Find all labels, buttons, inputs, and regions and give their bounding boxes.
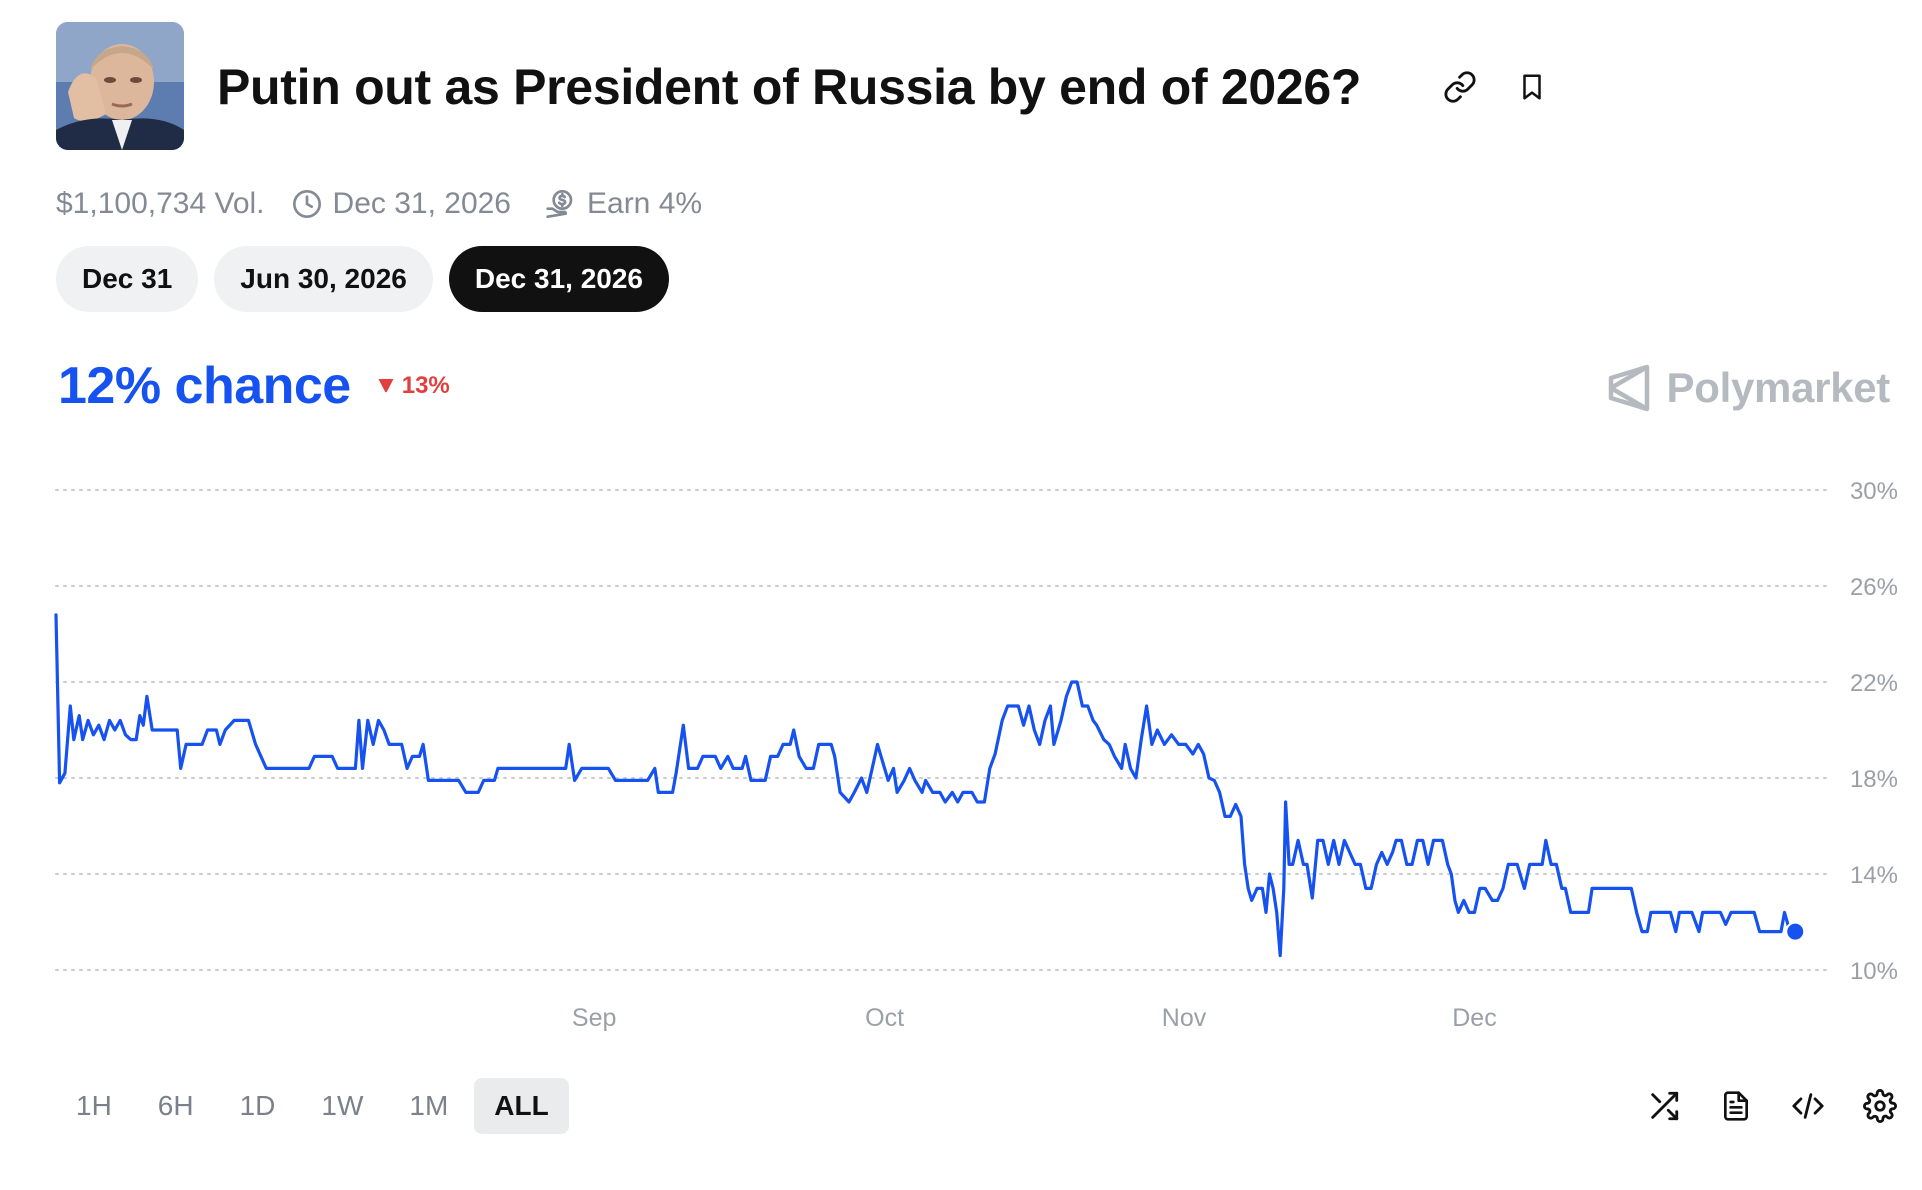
range-tab-1w[interactable]: 1W bbox=[321, 1090, 364, 1121]
rules-button[interactable] bbox=[1714, 1084, 1758, 1128]
brand-name: Polymarket bbox=[1666, 364, 1891, 411]
chance-delta: 13% bbox=[377, 372, 450, 400]
end-date: Dec 31, 2026 bbox=[291, 187, 511, 221]
y-tick-label: 30% bbox=[1850, 478, 1898, 505]
market-header: Putin out as President of Russia by end … bbox=[56, 22, 1906, 152]
earn-rewards[interactable]: Earn 4% bbox=[545, 187, 702, 221]
price-chart[interactable]: 30% 26% 22% 18% 14% 10% Sep Oct Nov Dec bbox=[0, 460, 1922, 1040]
range-tab-1m[interactable]: 1M bbox=[409, 1090, 449, 1121]
y-tick-label: 26% bbox=[1850, 574, 1898, 601]
x-tick-label: Dec bbox=[1452, 1004, 1496, 1032]
market-thumbnail bbox=[56, 22, 184, 150]
last-point-marker bbox=[1785, 921, 1806, 942]
time-range-tabs: 1H 6H 1D 1W 1M ALL bbox=[56, 1078, 569, 1134]
x-tick-label: Nov bbox=[1162, 1004, 1207, 1032]
clock-icon bbox=[292, 190, 321, 218]
range-tab-1h[interactable]: 1H bbox=[76, 1090, 112, 1121]
bookmark-icon[interactable] bbox=[1511, 66, 1553, 108]
range-tab-6h[interactable]: 6H bbox=[157, 1090, 194, 1121]
chance-value: 12% chance bbox=[58, 357, 351, 415]
end-date-text: Dec 31, 2026 bbox=[332, 187, 511, 220]
shuffle-icon bbox=[1651, 1091, 1679, 1121]
x-tick-label: Sep bbox=[572, 1004, 616, 1032]
earn-rewards-icon bbox=[546, 190, 573, 218]
chart-tools bbox=[0, 1084, 1922, 1128]
chance-display: 12% chance 13% bbox=[58, 356, 450, 416]
y-tick-label: 14% bbox=[1850, 862, 1898, 889]
range-tab-all[interactable]: ALL bbox=[474, 1078, 569, 1134]
y-tick-label: 10% bbox=[1850, 958, 1898, 985]
date-tab-dec-31[interactable]: Dec 31 bbox=[56, 246, 199, 312]
earn-text: Earn 4% bbox=[587, 187, 703, 220]
y-tick-label: 22% bbox=[1850, 670, 1898, 697]
embed-button[interactable] bbox=[1786, 1084, 1830, 1128]
market-meta: $1,100,734 Vol. Dec 31, 2026 Earn 4% bbox=[56, 182, 702, 226]
document-icon bbox=[1724, 1091, 1748, 1121]
code-embed-icon bbox=[1792, 1093, 1824, 1119]
link-icon[interactable] bbox=[1439, 66, 1481, 108]
gear-icon bbox=[1863, 1089, 1897, 1123]
triangle-down-icon bbox=[378, 379, 394, 393]
volume-text: $1,100,734 Vol. bbox=[56, 187, 265, 220]
market-title: Putin out as President of Russia by end … bbox=[217, 59, 1362, 115]
outcome-date-tabs: Dec 31 Jun 30, 2026 Dec 31, 2026 bbox=[56, 246, 669, 312]
settings-button[interactable] bbox=[1858, 1084, 1902, 1128]
polymarket-logo-icon bbox=[1608, 364, 1649, 412]
chance-delta-text: 13% bbox=[401, 372, 450, 399]
x-tick-label: Oct bbox=[865, 1004, 904, 1032]
series-line bbox=[54, 613, 1797, 958]
price-chart-svg[interactable]: 30% 26% 22% 18% 14% 10% Sep Oct Nov Dec bbox=[0, 460, 1922, 1040]
date-tab-jun-30-2026[interactable]: Jun 30, 2026 bbox=[214, 246, 433, 312]
y-tick-label: 18% bbox=[1850, 766, 1898, 793]
shuffle-button[interactable] bbox=[1642, 1084, 1686, 1128]
polymarket-brand: Polymarket bbox=[1607, 364, 1890, 412]
date-tab-dec-31-2026[interactable]: Dec 31, 2026 bbox=[448, 246, 669, 312]
range-tab-1d[interactable]: 1D bbox=[239, 1090, 276, 1121]
